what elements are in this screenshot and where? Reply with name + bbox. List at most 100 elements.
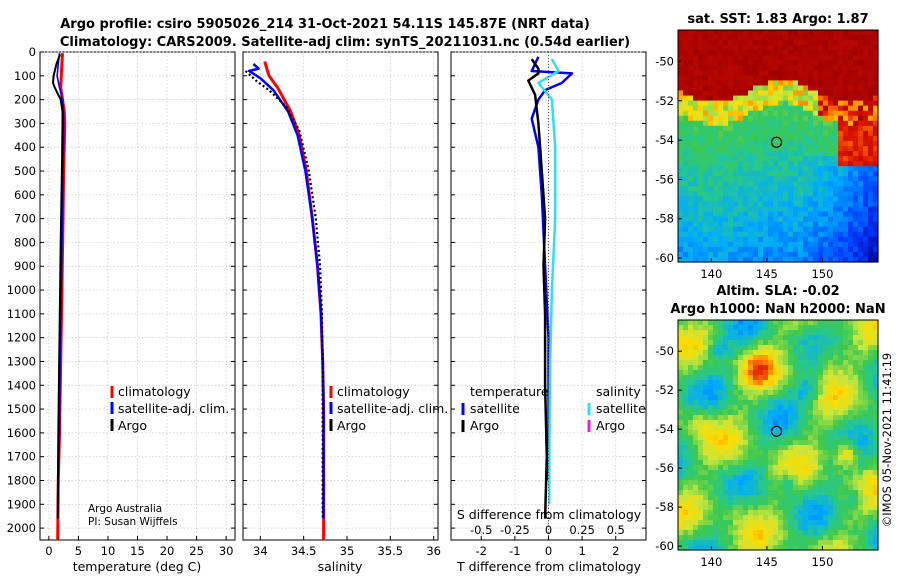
heatmap-cell <box>688 340 694 346</box>
heatmap-cell <box>758 455 764 461</box>
heatmap-cell <box>678 540 684 546</box>
heatmap-cell <box>763 161 769 167</box>
heatmap-cell <box>773 156 779 162</box>
heatmap-cell <box>868 55 874 61</box>
heatmap-cell <box>868 45 874 51</box>
heatmap-cell <box>753 450 759 456</box>
heatmap-cell <box>763 156 769 162</box>
heatmap-cell <box>813 425 819 431</box>
heatmap-cell <box>793 485 799 491</box>
heatmap-cell <box>778 380 784 386</box>
heatmap-cell <box>838 320 844 326</box>
heatmap-cell <box>858 191 864 198</box>
heatmap-cell <box>703 425 709 431</box>
heatmap-cell <box>808 226 814 233</box>
heatmap-cell <box>818 186 824 192</box>
heatmap-cell <box>708 100 714 107</box>
heatmap-cell <box>728 490 734 496</box>
heatmap-cell <box>833 30 839 36</box>
heatmap-cell <box>683 196 689 203</box>
heatmap-cell <box>713 375 719 381</box>
heatmap-cell <box>853 410 859 416</box>
heatmap-cell <box>818 115 824 122</box>
heatmap-cell <box>873 490 879 496</box>
heatmap-cell <box>723 450 729 456</box>
heatmap-cell <box>733 520 739 526</box>
heatmap-cell <box>868 161 874 167</box>
heatmap-cell <box>763 196 769 203</box>
heatmap-cell <box>728 460 734 466</box>
heatmap-cell <box>763 375 769 381</box>
heatmap-cell <box>703 166 709 172</box>
heatmap-cell <box>743 90 749 97</box>
heatmap-cell <box>748 226 754 233</box>
heatmap-cell <box>838 30 844 36</box>
heatmap-cell <box>803 151 809 157</box>
heatmap-cell <box>728 161 734 167</box>
heatmap-cell <box>808 241 814 248</box>
heatmap-cell <box>813 206 819 213</box>
heatmap-cell <box>738 166 744 172</box>
heatmap-cell <box>868 40 874 46</box>
heatmap-cell <box>688 320 694 326</box>
heatmap-cell <box>808 535 814 541</box>
heatmap-cell <box>713 35 719 41</box>
heatmap-cell <box>683 246 689 253</box>
heatmap-cell <box>748 520 754 526</box>
heatmap-cell <box>813 525 819 531</box>
heatmap-cell <box>793 115 799 122</box>
heatmap-cell <box>798 360 804 366</box>
heatmap-cell <box>828 125 834 132</box>
heatmap-cell <box>753 120 759 127</box>
heatmap-cell <box>768 345 774 351</box>
heatmap-cell <box>703 475 709 481</box>
heatmap-cell <box>863 191 869 198</box>
heatmap-cell <box>873 30 879 36</box>
heatmap-cell <box>748 110 754 117</box>
heatmap-cell <box>833 226 839 233</box>
heatmap-cell <box>733 320 739 326</box>
heatmap-cell <box>768 181 774 187</box>
heatmap-cell <box>758 350 764 356</box>
heatmap-cell <box>838 475 844 481</box>
heatmap-cell <box>763 251 769 258</box>
heatmap-cell <box>833 405 839 411</box>
heatmap-cell <box>848 530 854 536</box>
heatmap-cell <box>818 80 824 87</box>
heatmap-cell <box>823 191 829 198</box>
heatmap-cell <box>678 65 684 71</box>
heatmap-cell <box>763 435 769 441</box>
heatmap-cell <box>773 70 779 76</box>
heatmap-cell <box>843 380 849 386</box>
heatmap-cell <box>703 146 709 152</box>
heatmap-cell <box>688 211 694 218</box>
x-tick-label: 1 <box>578 544 585 558</box>
heatmap-cell <box>863 475 869 481</box>
heatmap-cell <box>838 251 844 258</box>
heatmap-cell <box>853 191 859 198</box>
heatmap-cell <box>688 425 694 431</box>
heatmap-cell <box>778 186 784 192</box>
heatmap-cell <box>833 251 839 258</box>
heatmap-cell <box>808 50 814 56</box>
heatmap-cell <box>708 505 714 511</box>
heatmap-cell <box>783 465 789 471</box>
heatmap-cell <box>828 115 834 122</box>
heatmap-cell <box>858 85 864 92</box>
heatmap-cell <box>743 520 749 526</box>
heatmap-cell <box>683 365 689 371</box>
heatmap-cell <box>758 545 764 551</box>
heatmap-cell <box>698 251 704 258</box>
heatmap-cell <box>843 231 849 238</box>
heatmap-cell <box>803 216 809 223</box>
heatmap-cell <box>708 320 714 326</box>
heatmap-cell <box>808 485 814 491</box>
heatmap-cell <box>678 420 684 426</box>
heatmap-cell <box>838 370 844 376</box>
heatmap-cell <box>808 100 814 107</box>
heatmap-cell <box>818 161 824 167</box>
heatmap-cell <box>713 530 719 536</box>
heatmap-cell <box>708 500 714 506</box>
heatmap-cell <box>718 320 724 326</box>
heatmap-cell <box>843 350 849 356</box>
